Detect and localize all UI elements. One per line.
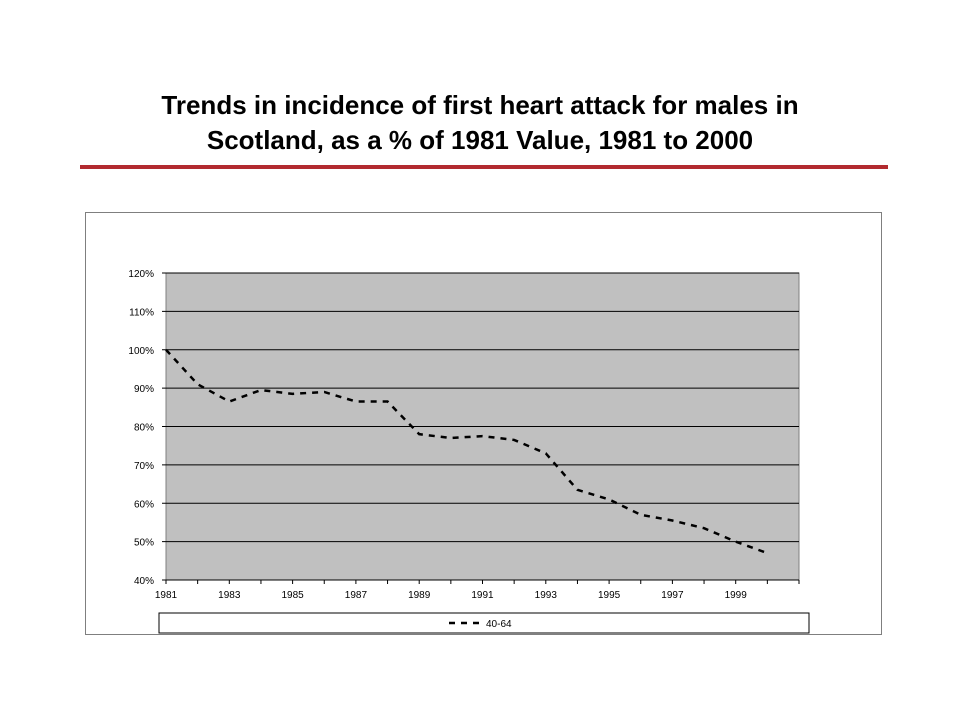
- chart-title-line-2: Scotland, as a % of 1981 Value, 1981 to …: [206, 125, 754, 155]
- x-tick-label: 1995: [598, 590, 621, 601]
- y-tick-label: 120%: [128, 269, 154, 280]
- series-line-40-64: [165, 348, 768, 555]
- x-tick-label: 1981: [155, 590, 178, 601]
- legend-label: 40-64: [486, 619, 512, 630]
- legend-box: [158, 612, 810, 634]
- y-tick-label: 100%: [128, 346, 154, 357]
- y-tick-label: 70%: [134, 461, 154, 472]
- x-tick-label: 1987: [345, 590, 368, 601]
- x-tick-label: 1985: [281, 590, 304, 601]
- chart-title: Trends in incidence of first heart attac…: [60, 88, 900, 158]
- y-tick-label: 60%: [134, 499, 154, 510]
- chart-area: 40% 50% 60% 70% 80% 90% 100% 110% 120% 1981 1983 19…: [85, 212, 882, 635]
- chart-svg: 40% 50% 60% 70% 80% 90% 100% 110% 120% 1981 1983 19…: [128, 269, 810, 634]
- y-tick-label: 40%: [134, 576, 154, 587]
- x-tick-label: 1993: [535, 590, 558, 601]
- x-tick-label: 1999: [725, 590, 748, 601]
- x-tick-label: 1997: [661, 590, 684, 601]
- y-tick-label: 110%: [129, 307, 154, 318]
- chart-title-line-1: Trends in incidence of first heart attac…: [161, 90, 799, 120]
- y-tick-label: 80%: [134, 423, 154, 434]
- x-tick-label: 1983: [218, 590, 241, 601]
- title-underline: [80, 165, 888, 169]
- y-tick-label: 90%: [134, 384, 154, 395]
- x-tick-label: 1991: [471, 590, 494, 601]
- y-tick-label: 50%: [134, 538, 154, 549]
- x-tick-label: 1989: [408, 590, 431, 601]
